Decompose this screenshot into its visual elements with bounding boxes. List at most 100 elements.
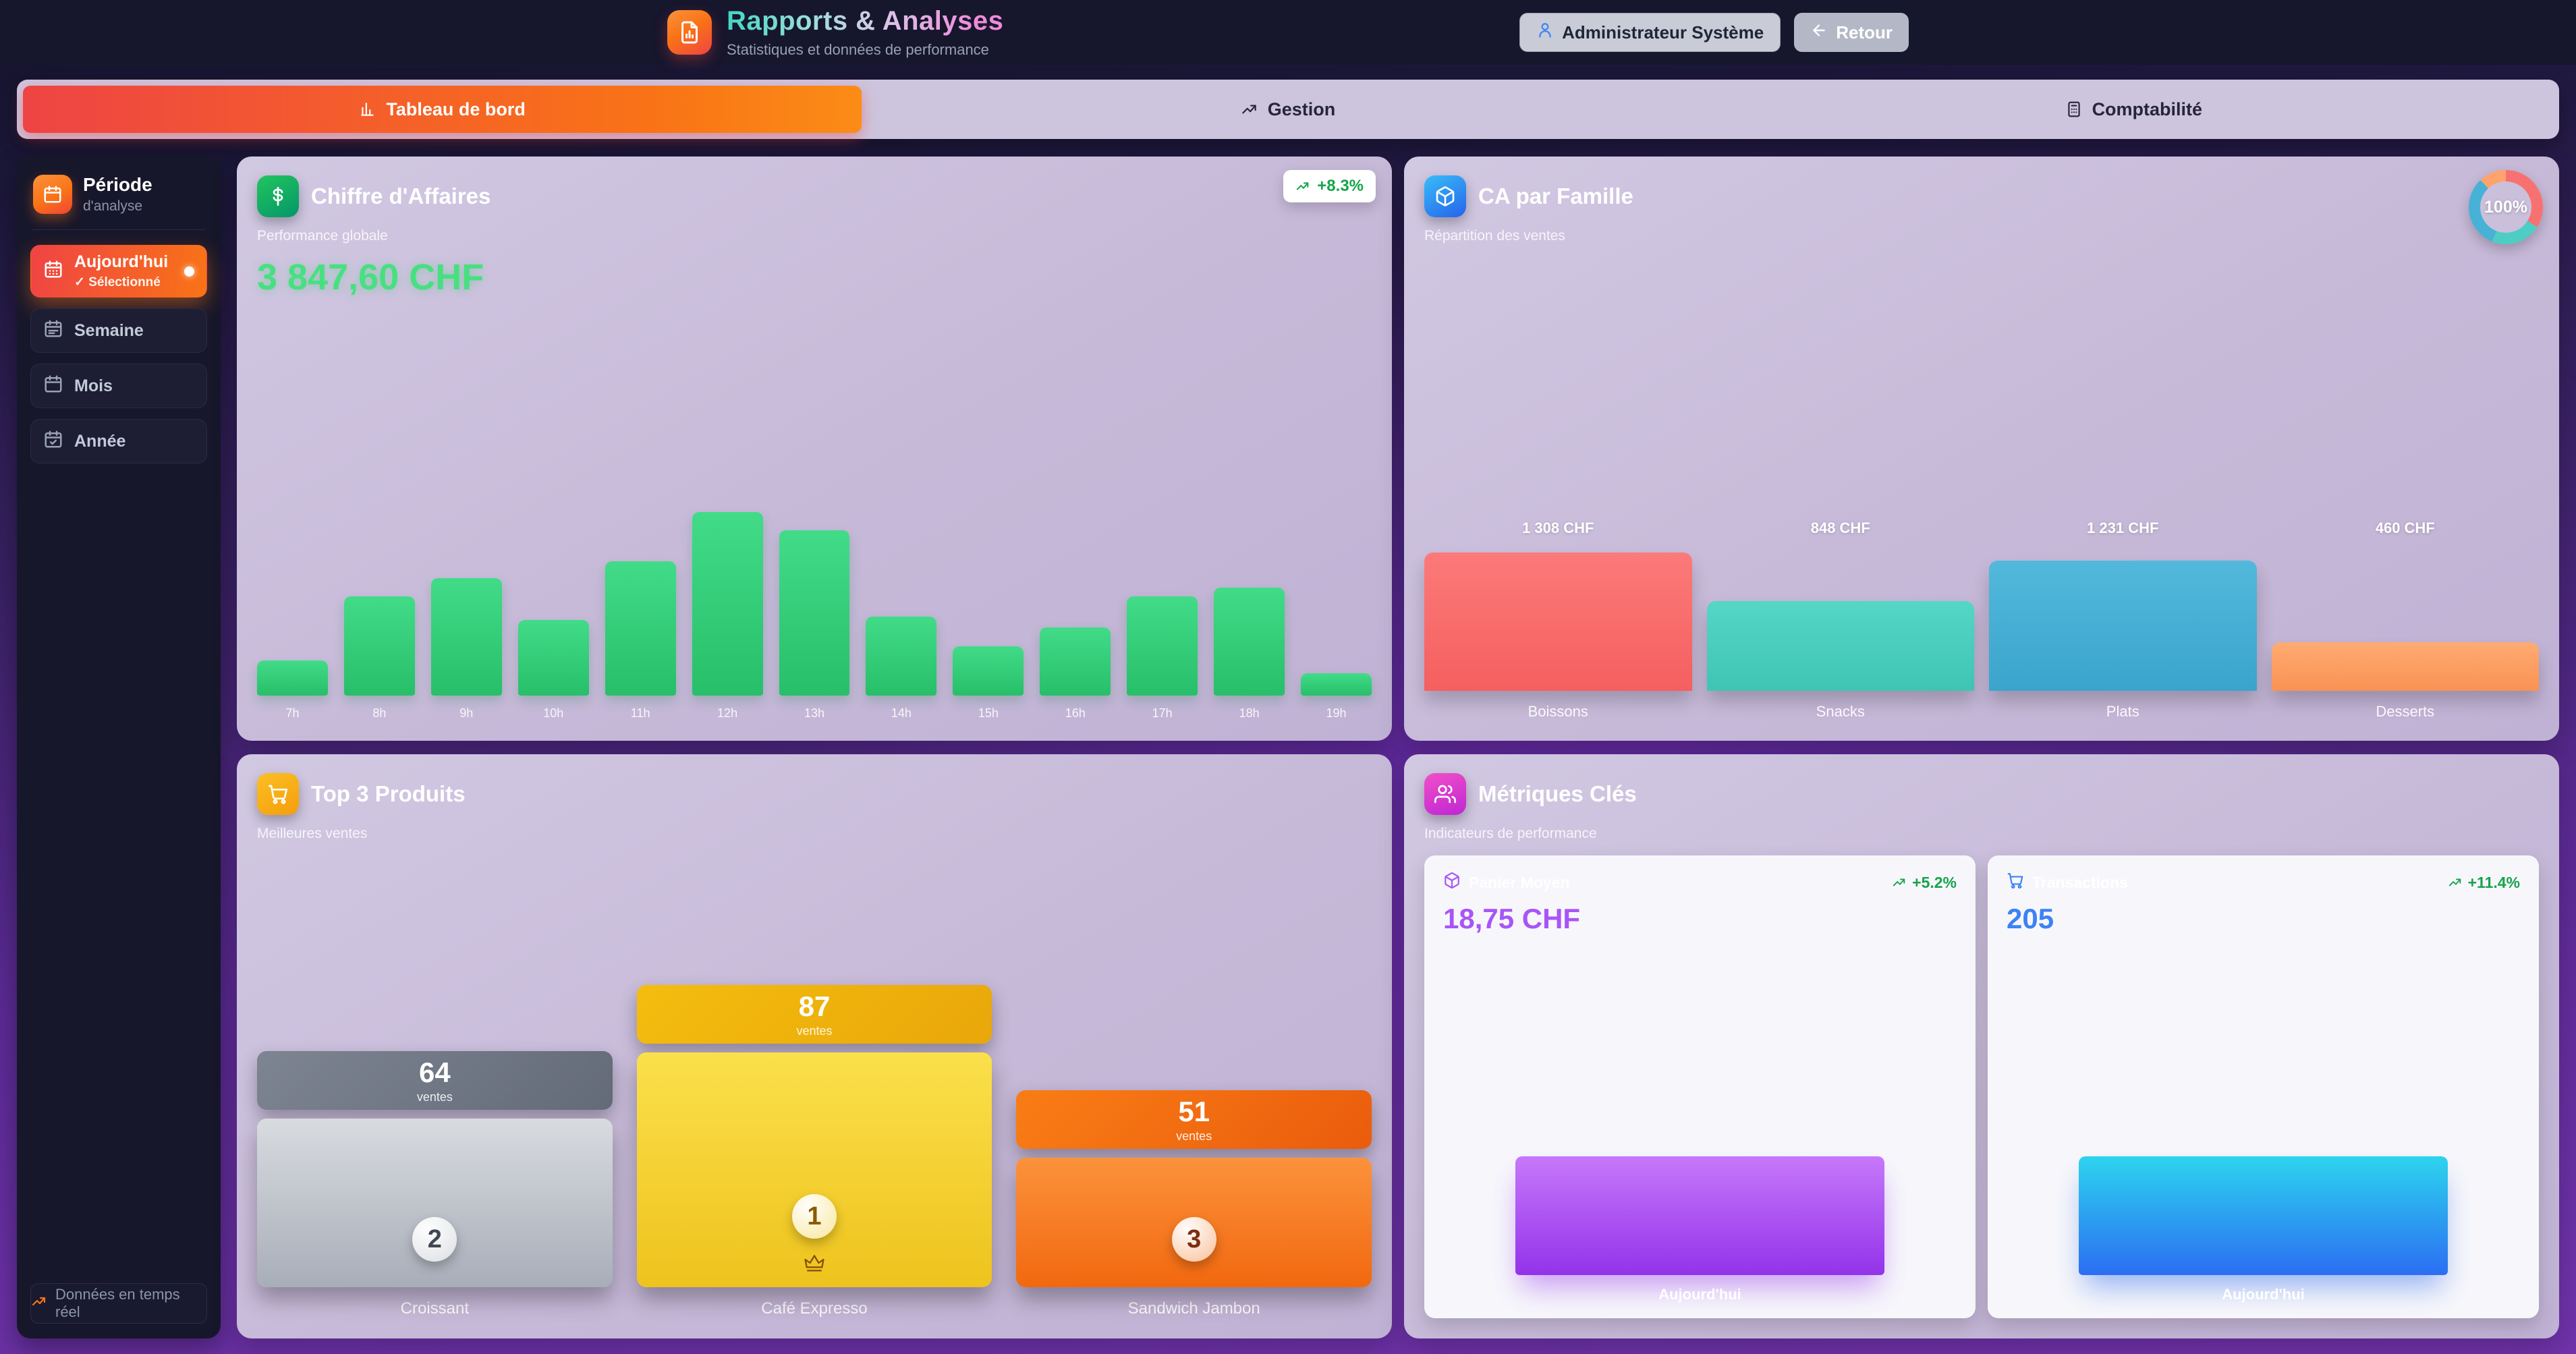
x-axis-label: 10h [543,706,564,720]
card-title: Métriques Clés [1478,781,1637,806]
trending-up-icon [1893,878,1905,886]
sales-unit: ventes [796,1024,833,1038]
cart-icon [2007,873,2023,889]
card-ca-par-famille: CA par Famille 100% Répartition des vent… [1404,157,2559,741]
users-icon [1424,773,1466,815]
revenue-total: 3 847,60 CHF [257,257,484,298]
family-donut-chart: 100% [2469,170,2543,244]
crown-icon [803,1251,826,1278]
metric-label: Transactions [2007,872,2128,893]
sidebar-item-label: Semaine [74,320,144,340]
calculator-icon [2067,101,2080,117]
sales-chip: 51 ventes [1016,1090,1372,1149]
calendar-icon [33,175,72,214]
family-bar-snacks [1706,600,1974,691]
trend-badge-value: +8.3% [1317,177,1364,195]
tab-tableau-de-bord[interactable]: Tableau de bord [23,86,862,133]
hour-bar-13h [779,530,850,696]
family-value-label: 848 CHF [1810,519,1870,536]
sidebar-item-mois[interactable]: Mois [30,364,207,408]
metric-period-label: Aujourd'hui [2222,1286,2305,1303]
family-bar-chart: 1 308 CHF 848 CHF 1 231 CHF 460 CHF Boisson… [1424,519,2539,721]
sales-chip: 64 ventes [257,1051,613,1110]
metric-label: Panier Moyen [1443,872,1570,893]
back-button-label: Retour [1836,22,1893,43]
family-value-label: 1 308 CHF [1522,519,1594,536]
card-subtitle: Indicateurs de performance [1424,826,1597,841]
tab-gestion[interactable]: Gestion [868,86,1707,133]
cart-icon [257,773,299,815]
sales-count: 64 [418,1056,451,1088]
rank-badge: 1 [792,1194,837,1239]
back-button[interactable]: Retour [1794,13,1909,52]
podium-chart: 64 ventes 2 Croissant 87 ventes 1 Café E… [257,985,1372,1318]
divider [32,229,206,230]
x-axis-label: 13h [804,706,825,720]
metric-value: 205 [2007,903,2054,934]
x-axis-label: 7h [285,706,300,720]
metric-value: 18,75 CHF [1443,903,1581,934]
hour-bar-17h [1127,596,1198,696]
podium-block: 2 [257,1119,613,1287]
bar-chart-icon [361,103,374,116]
sales-count: 87 [798,990,831,1022]
family-bar-plats [1989,560,2257,691]
hour-bar-10h [517,620,589,696]
x-axis-label: 14h [891,706,912,720]
user-icon [1536,22,1554,44]
family-category-label: Snacks [1816,703,1865,720]
hourly-revenue-chart: 7h 8h 9h 10h 11h 12h 13h 14h 15h 16h 17h 18h 19h [257,512,1372,721]
card-top3-produits: Top 3 Produits Meilleures ventes 64 vent… [237,754,1392,1338]
admin-badge-label: Administrateur Système [1562,22,1764,43]
metric-card-transactions: Transactions +11.4% 205 Aujourd'hui [1988,855,2539,1318]
tab-comptabilite[interactable]: Comptabilité [1714,86,2553,133]
sidebar-item-annee[interactable]: Année [30,419,207,463]
calendar-days-icon [45,260,62,277]
card-title: Chiffre d'Affaires [311,184,491,208]
realtime-indicator: Données en temps réel [30,1283,207,1324]
hour-bar-15h [953,646,1024,696]
arrow-left-icon [1810,22,1828,44]
calendar-week-icon [45,320,62,337]
app-header: Rapports & Analyses Statistiques et donn… [0,0,2576,65]
trend-badge: +8.3% [1283,170,1376,202]
sales-count: 51 [1178,1096,1210,1127]
tab-label: Comptabilité [2092,98,2203,119]
x-axis-label: 19h [1326,706,1347,720]
metric-delta: +5.2% [1892,874,1957,892]
crown-icon [804,1255,824,1272]
podium-column-sandwich-jambon: 51 ventes 3 Sandwich Jambon [1016,1090,1372,1318]
hour-bar-19h [1301,673,1372,696]
product-label: Café Expresso [761,1299,868,1318]
tab-label: Tableau de bord [386,98,526,119]
x-axis-label: 17h [1152,706,1173,720]
card-metriques-cles: Métriques Clés Indicateurs de performanc… [1404,754,2559,1338]
sales-chip: 87 ventes [636,985,992,1044]
sidebar-item-aujourd-hui[interactable]: Aujourd'hui ✓ Sélectionné [30,245,207,298]
admin-badge[interactable]: Administrateur Système [1519,13,1781,52]
package-icon [1445,872,1459,888]
card-title: CA par Famille [1478,184,1633,208]
trending-up-icon [2448,878,2461,886]
family-value-label: 1 231 CHF [2087,519,2159,536]
family-bar-boissons [1424,552,1692,691]
product-label: Sandwich Jambon [1127,1299,1260,1318]
package-icon [1424,175,1466,217]
x-axis-label: 15h [978,706,999,720]
sidebar-item-label: Année [74,431,126,451]
sidebar-title: Période [83,174,152,195]
metric-card-panier-moyen: Panier Moyen +5.2% 18,75 CHF Aujourd'hui [1424,855,1976,1318]
family-category-label: Desserts [2376,703,2435,720]
podium-block: 1 [636,1052,992,1287]
sidebar-item-status: ✓ Sélectionné [74,275,161,289]
brand: Rapports & Analyses Statistiques et donn… [667,6,1003,59]
card-subtitle: Performance globale [257,228,388,244]
rank-badge: 3 [1171,1217,1216,1262]
sidebar-item-semaine[interactable]: Semaine [30,308,207,353]
rank-badge: 2 [412,1217,457,1262]
family-bar-desserts [2271,642,2539,691]
period-list: Aujourd'hui ✓ Sélectionné Semaine Mois An… [30,245,207,463]
sidebar: Période d'analyse Aujourd'hui ✓ Sélection… [17,157,221,1338]
x-axis-label: 12h [717,706,738,720]
trending-up-icon [31,1293,47,1314]
